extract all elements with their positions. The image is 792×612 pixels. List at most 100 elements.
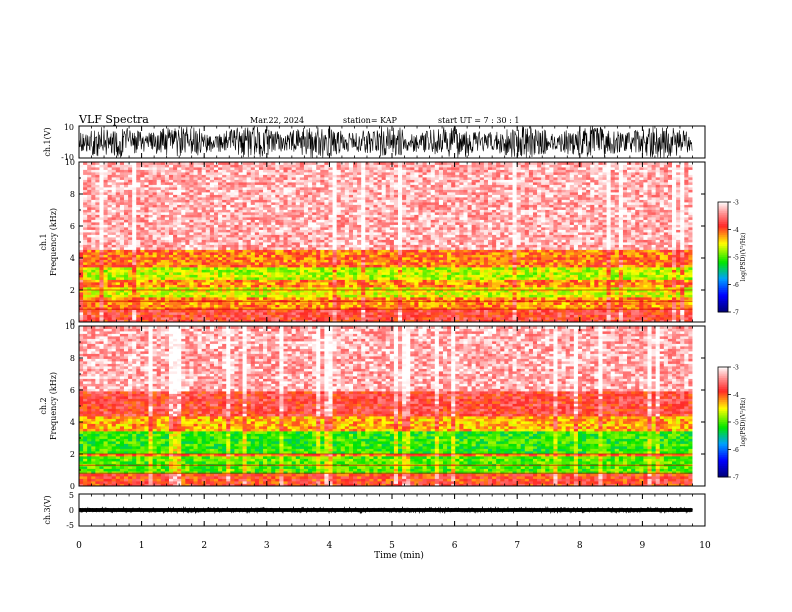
- spectrogram-cell: [115, 222, 121, 225]
- spectrogram-cell: [344, 167, 350, 170]
- spectrogram-cell: [291, 252, 297, 255]
- spectrogram-cell: [132, 297, 137, 300]
- spectrogram-cell: [193, 219, 199, 223]
- spectrogram-cell: [316, 244, 321, 248]
- spectrogram-cell: [144, 209, 149, 213]
- spectrogram-cell: [123, 217, 129, 220]
- spectrogram-cell: [136, 224, 141, 228]
- spectrogram-cell: [201, 234, 207, 238]
- spectrogram-cell: [87, 199, 92, 203]
- spectrogram-cell: [320, 254, 325, 258]
- spectrogram-cell: [271, 264, 276, 268]
- spectrogram-cell: [320, 277, 325, 280]
- spectrogram-cell: [95, 209, 100, 213]
- spectrogram-cell: [156, 279, 162, 283]
- spectrogram-cell: [128, 309, 133, 313]
- spectrogram-cell: [107, 312, 113, 315]
- spectrogram-cell: [295, 284, 301, 288]
- spectrogram-cell: [83, 302, 88, 305]
- spectrogram-cell: [279, 274, 284, 278]
- spectrogram-cell: [377, 222, 383, 225]
- spectrogram-cell: [209, 162, 215, 165]
- spectrogram-cell: [201, 212, 207, 215]
- spectrogram-cell: [189, 309, 194, 313]
- spectrogram-cell: [340, 289, 346, 293]
- spectrogram-cell: [316, 214, 321, 218]
- spectrogram-cell: [201, 254, 207, 258]
- spectrogram-cell: [111, 189, 117, 193]
- spectrogram-cell: [291, 319, 297, 323]
- spectrogram-cell: [185, 282, 190, 285]
- spectrogram-cell: [123, 232, 129, 235]
- spectrogram-cell: [168, 189, 174, 193]
- spectrogram-cell: [168, 227, 174, 230]
- spectrogram-cell: [111, 252, 117, 255]
- spectrogram-cell: [385, 207, 391, 210]
- spectrogram-cell: [295, 209, 301, 213]
- spectrogram-cell: [119, 232, 125, 235]
- spectrogram-cell: [140, 252, 145, 255]
- spectrogram-cell: [385, 309, 391, 313]
- spectrogram-cell: [369, 307, 374, 310]
- spectrogram-cell: [152, 309, 158, 313]
- spectrogram-cell: [140, 287, 145, 290]
- spectrogram-cell: [332, 162, 338, 165]
- spectrogram-cell: [222, 267, 227, 270]
- spectrogram-cell: [99, 234, 104, 238]
- spectrogram-cell: [336, 162, 342, 165]
- spectrogram-cell: [197, 309, 203, 313]
- spectrogram-cell: [144, 242, 149, 245]
- spectrogram-cell: [340, 162, 346, 165]
- spectrogram-cell: [115, 249, 121, 253]
- spectrogram-cell: [201, 249, 207, 253]
- spectrogram-cell: [365, 209, 370, 213]
- spectrogram-cell: [205, 272, 211, 275]
- spectrogram-cell: [209, 284, 215, 288]
- spectrogram-cell: [173, 267, 178, 270]
- spectrogram-cell: [87, 184, 92, 188]
- spectrogram-cell: [148, 312, 154, 315]
- spectrogram-cell: [87, 272, 92, 275]
- spectrogram-cell: [361, 209, 366, 213]
- spectrogram-cell: [299, 242, 305, 245]
- spectrogram-cell: [111, 234, 117, 238]
- spectrogram-cell: [287, 182, 293, 185]
- spectrogram-cell: [381, 277, 387, 280]
- spectrogram-cell: [344, 217, 350, 220]
- spectrogram-cell: [197, 174, 203, 178]
- spectrogram-cell: [303, 287, 309, 290]
- spectrogram-cell: [136, 192, 141, 195]
- spectrogram-cell: [328, 252, 333, 255]
- spectrogram-cell: [324, 274, 329, 278]
- spectrogram-cell: [332, 209, 338, 213]
- spectrogram-cell: [209, 307, 215, 310]
- spectrogram-cell: [197, 304, 203, 308]
- spectrogram-cell: [308, 194, 313, 198]
- spectrogram-cell: [201, 179, 207, 183]
- spectrogram-cell: [393, 234, 399, 238]
- spectrogram-cell: [132, 167, 137, 170]
- spectrogram-cell: [201, 279, 207, 283]
- spectrogram-cell: [312, 179, 317, 183]
- spectrogram-cell: [287, 317, 293, 320]
- spectrogram-cell: [189, 189, 194, 193]
- spectrogram-cell: [312, 192, 317, 195]
- spectrogram-cell: [128, 199, 133, 203]
- spectrogram-cell: [213, 219, 219, 223]
- spectrogram-cell: [83, 237, 88, 240]
- spectrogram-cell: [238, 227, 243, 230]
- spectrogram-cell: [369, 234, 374, 238]
- spectrogram-cell: [205, 227, 211, 230]
- spectrogram-cell: [279, 249, 284, 253]
- spectrogram-cell: [177, 192, 182, 195]
- spectrogram-cell: [308, 169, 313, 173]
- spectrogram-cell: [295, 169, 301, 173]
- spectrogram-cell: [287, 289, 293, 293]
- spectrogram-cell: [152, 217, 158, 220]
- spectrogram-cell: [283, 219, 288, 223]
- spectrogram-cell: [123, 257, 129, 260]
- spectrogram-cell: [91, 317, 96, 320]
- spectrogram-cell: [328, 162, 333, 165]
- spectrogram-cell: [271, 252, 276, 255]
- spectrogram-cell: [205, 284, 211, 288]
